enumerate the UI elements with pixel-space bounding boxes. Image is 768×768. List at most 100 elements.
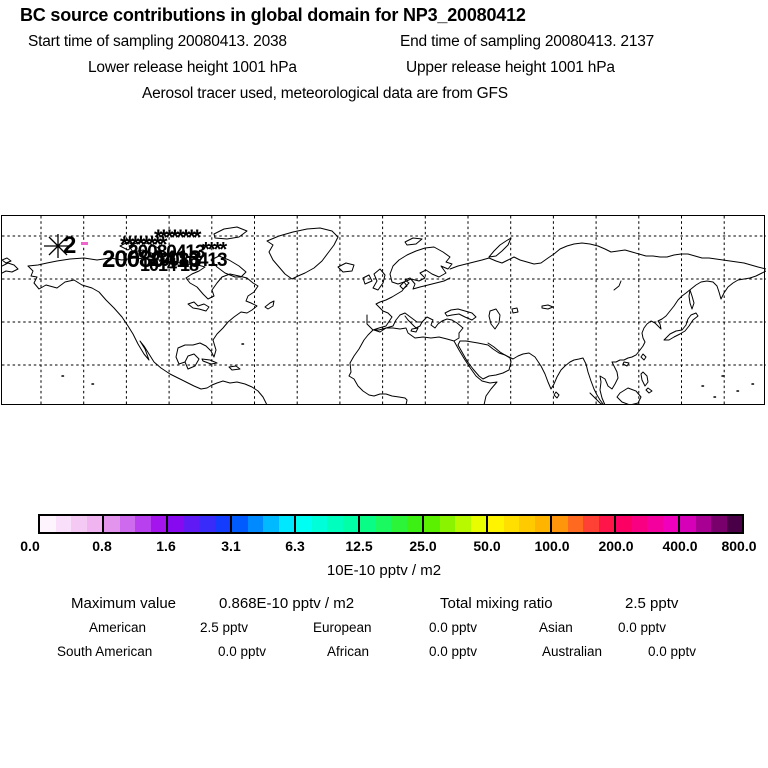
colorbar-cell bbox=[470, 516, 486, 532]
world-map-panel: 2 20080413 20080413 20080413 ******** ******… bbox=[1, 215, 766, 405]
cluster-date-label: ******** bbox=[120, 232, 167, 257]
region-african-value: 0.0 pptv bbox=[429, 644, 478, 659]
max-value-label: Maximum value bbox=[71, 595, 177, 612]
colorbar-tick-label: 25.0 bbox=[409, 538, 437, 554]
region-american-label: American bbox=[89, 620, 147, 635]
colorbar-cell bbox=[680, 516, 696, 532]
colorbar-segment bbox=[40, 516, 104, 532]
colorbar-cell bbox=[695, 516, 711, 532]
colorbar-tick-label: 100.0 bbox=[534, 538, 570, 554]
colorbar-cell bbox=[662, 516, 678, 532]
colorbar-cell bbox=[647, 516, 663, 532]
colorbar-cell bbox=[232, 516, 248, 532]
colorbar-cell bbox=[247, 516, 263, 532]
colorbar-segment bbox=[424, 516, 488, 532]
colorbar-cell bbox=[168, 516, 184, 532]
region-african-label: African bbox=[327, 644, 370, 659]
colorbar-cell bbox=[278, 516, 294, 532]
colorbar-tick-label: 3.1 bbox=[221, 538, 241, 554]
colorbar-cell bbox=[616, 516, 632, 532]
colorbar bbox=[38, 514, 744, 534]
colorbar-cell bbox=[342, 516, 358, 532]
cluster-date-label: 20080413 bbox=[150, 250, 228, 271]
colorbar-cell bbox=[726, 516, 742, 532]
colorbar-units-label: 10E-10 pptv / m2 bbox=[326, 562, 442, 579]
page-title: BC source contributions in global domain… bbox=[20, 5, 526, 25]
total-mixing-ratio-value: 2.5 pptv bbox=[625, 595, 679, 612]
receptor-marker-tick bbox=[81, 242, 88, 245]
region-asian-value: 0.0 pptv bbox=[618, 620, 667, 635]
colorbar-cell bbox=[583, 516, 599, 532]
colorbar-cell bbox=[567, 516, 583, 532]
colorbar-segment bbox=[680, 516, 742, 532]
colorbar-cell bbox=[296, 516, 312, 532]
region-european-value: 0.0 pptv bbox=[429, 620, 478, 635]
cluster-date-label: ******** bbox=[154, 225, 201, 250]
colorbar-cell bbox=[552, 516, 568, 532]
colorbar-cell bbox=[711, 516, 727, 532]
colorbar-cell bbox=[534, 516, 550, 532]
cluster-date-label: 20080413 bbox=[128, 242, 206, 263]
colorbar-cell bbox=[119, 516, 135, 532]
region-european-label: European bbox=[313, 620, 372, 635]
colorbar-segment bbox=[616, 516, 680, 532]
region-south-american-value: 0.0 pptv bbox=[218, 644, 267, 659]
colorbar-tick-label: 400.0 bbox=[662, 538, 698, 554]
colorbar-cell bbox=[598, 516, 614, 532]
tracer-info-text: Aerosol tracer used, meteorological data… bbox=[142, 85, 508, 102]
colorbar-cell bbox=[519, 516, 535, 532]
colorbar-segment bbox=[296, 516, 360, 532]
region-asian-label: Asian bbox=[539, 620, 573, 635]
start-time-text: Start time of sampling 20080413. 2038 bbox=[28, 33, 287, 50]
colorbar-segment bbox=[360, 516, 424, 532]
colorbar-cell bbox=[311, 516, 327, 532]
cluster-date-label: 1014 18 bbox=[140, 255, 199, 275]
lower-release-text: Lower release height 1001 hPa bbox=[88, 59, 297, 76]
colorbar-tick-labels: 0.0 0.8 1.6 3.1 6.3 12.5 25.0 50.0 100.0 200.0 400… bbox=[0, 538, 768, 556]
colorbar-cell bbox=[135, 516, 151, 532]
colorbar-cell bbox=[263, 516, 279, 532]
colorbar-cell bbox=[55, 516, 71, 532]
colorbar-cell bbox=[86, 516, 102, 532]
colorbar-segment bbox=[104, 516, 168, 532]
colorbar-cell bbox=[214, 516, 230, 532]
region-south-american-label: South American bbox=[57, 644, 153, 659]
cluster-date-label: **** bbox=[202, 239, 227, 261]
colorbar-cell bbox=[360, 516, 376, 532]
colorbar-tick-label: 1.6 bbox=[156, 538, 176, 554]
colorbar-cell bbox=[199, 516, 215, 532]
colorbar-tick-label: 0.0 bbox=[20, 538, 40, 554]
colorbar-cell bbox=[71, 516, 87, 532]
colorbar-cell bbox=[150, 516, 166, 532]
colorbar-cell bbox=[183, 516, 199, 532]
colorbar-cell bbox=[391, 516, 407, 532]
graticule-gridlines bbox=[2, 216, 766, 405]
region-american-value: 2.5 pptv bbox=[200, 620, 249, 635]
colorbar-segment bbox=[488, 516, 552, 532]
colorbar-segment bbox=[552, 516, 616, 532]
colorbar-cell bbox=[104, 516, 120, 532]
region-australian-value: 0.0 pptv bbox=[648, 644, 697, 659]
cluster-date-label: 20080413 bbox=[102, 246, 202, 273]
coastline-paths bbox=[2, 226, 766, 405]
receptor-star-icon bbox=[44, 234, 72, 258]
colorbar-tick-label: 12.5 bbox=[345, 538, 373, 554]
receptor-marker-label: 2 bbox=[63, 232, 77, 259]
colorbar-cell bbox=[503, 516, 519, 532]
colorbar-cell bbox=[488, 516, 504, 532]
colorbar-tick-label: 0.8 bbox=[92, 538, 112, 554]
colorbar-cell bbox=[406, 516, 422, 532]
colorbar-cell bbox=[327, 516, 343, 532]
colorbar-tick-label: 6.3 bbox=[285, 538, 305, 554]
colorbar-cell bbox=[424, 516, 440, 532]
colorbar-cell bbox=[40, 516, 56, 532]
colorbar-tick-label: 800.0 bbox=[721, 538, 757, 554]
colorbar-cell bbox=[375, 516, 391, 532]
colorbar-tick-label: 50.0 bbox=[473, 538, 501, 554]
region-australian-label: Australian bbox=[542, 644, 603, 659]
colorbar-tick-label: 200.0 bbox=[598, 538, 634, 554]
colorbar-cell bbox=[631, 516, 647, 532]
end-time-text: End time of sampling 20080413. 2137 bbox=[400, 33, 655, 50]
upper-release-text: Upper release height 1001 hPa bbox=[406, 59, 615, 76]
